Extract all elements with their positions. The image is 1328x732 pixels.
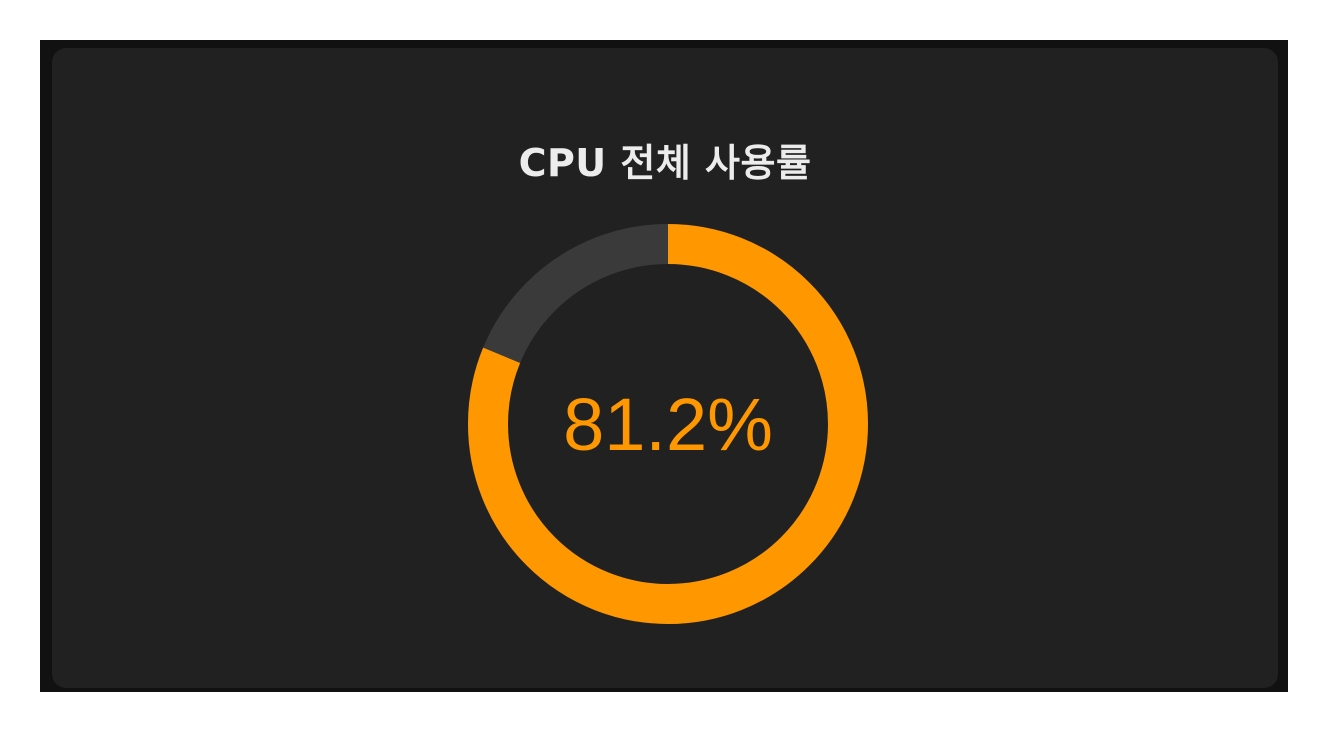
gauge-fill bbox=[468, 224, 868, 624]
gauge-value-label: 81.2% bbox=[563, 383, 773, 466]
gauge-svg bbox=[468, 224, 868, 624]
dashboard-frame: CPU 전체 사용률 81.2% bbox=[40, 40, 1288, 692]
cpu-donut-gauge: 81.2% bbox=[468, 224, 868, 624]
cpu-usage-panel: CPU 전체 사용률 81.2% bbox=[52, 48, 1278, 688]
panel-title: CPU 전체 사용률 bbox=[518, 141, 812, 185]
